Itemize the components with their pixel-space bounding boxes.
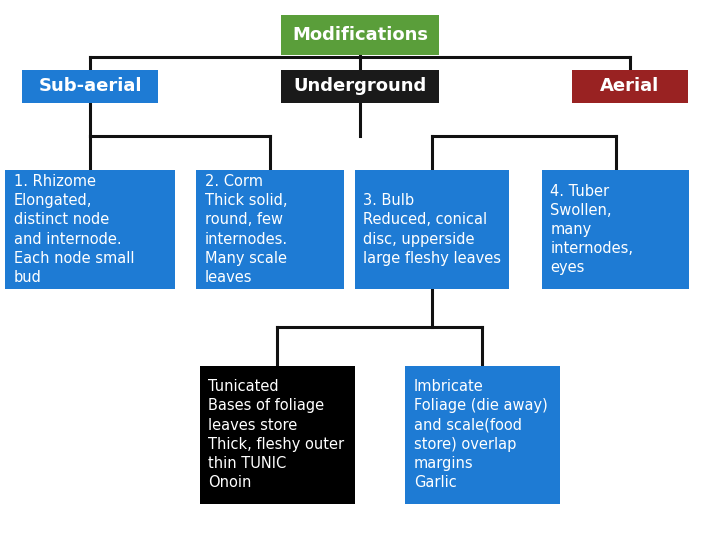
Text: Sub-aerial: Sub-aerial (38, 77, 142, 96)
Text: 1. Rhizome
Elongated,
distinct node
and internode.
Each node small
bud: 1. Rhizome Elongated, distinct node and … (14, 174, 135, 285)
Text: Underground: Underground (293, 77, 427, 96)
FancyBboxPatch shape (572, 70, 688, 103)
FancyBboxPatch shape (196, 170, 344, 289)
Text: Tunicated
Bases of foliage
leaves store
Thick, fleshy outer
thin TUNIC
Onoin: Tunicated Bases of foliage leaves store … (209, 379, 345, 490)
FancyBboxPatch shape (281, 70, 439, 103)
Text: 3. Bulb
Reduced, conical
disc, upperside
large fleshy leaves: 3. Bulb Reduced, conical disc, upperside… (363, 193, 501, 266)
FancyBboxPatch shape (355, 170, 510, 289)
Text: Imbricate
Foliage (die away)
and scale(food
store) overlap
margins
Garlic: Imbricate Foliage (die away) and scale(f… (413, 379, 547, 490)
FancyBboxPatch shape (405, 366, 560, 503)
Text: Modifications: Modifications (292, 26, 428, 44)
FancyBboxPatch shape (200, 366, 355, 503)
FancyBboxPatch shape (6, 170, 174, 289)
FancyBboxPatch shape (22, 70, 158, 103)
Text: Aerial: Aerial (600, 77, 660, 96)
Text: 4. Tuber
Swollen,
many
internodes,
eyes: 4. Tuber Swollen, many internodes, eyes (550, 184, 634, 275)
Text: 2. Corm
Thick solid,
round, few
internodes.
Many scale
leaves: 2. Corm Thick solid, round, few internod… (205, 174, 288, 285)
FancyBboxPatch shape (541, 170, 690, 289)
FancyBboxPatch shape (281, 15, 439, 55)
